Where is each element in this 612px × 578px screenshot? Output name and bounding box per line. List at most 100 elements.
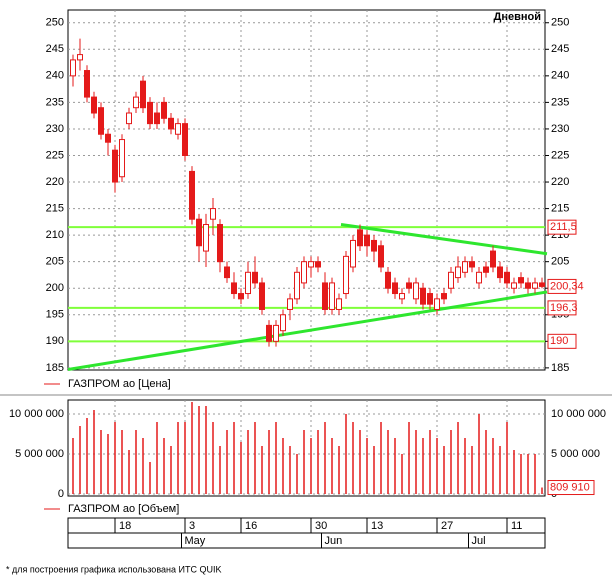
candle-body: [84, 70, 90, 98]
candle-body: [420, 287, 426, 305]
candle-body: [490, 250, 496, 268]
last-price-label-box: [547, 278, 577, 294]
candle-body: [98, 107, 104, 135]
y2-tick-label: 235: [551, 96, 569, 108]
candle-body: [280, 314, 286, 332]
y2-tick-label: 185: [551, 362, 569, 374]
month-label: Jun: [325, 535, 343, 547]
y-tick-label: 250: [46, 17, 64, 29]
y-tick-label: 210: [46, 229, 64, 241]
y2-tick-label: 205: [551, 256, 569, 268]
candle-body: [518, 277, 524, 284]
candle-body: [532, 282, 538, 289]
candle-body: [525, 282, 531, 289]
candle-body: [182, 123, 188, 156]
x-tick-label: 13: [371, 520, 383, 532]
candle-body: [301, 261, 307, 284]
volume-tick-label: 10 000 000: [551, 408, 606, 420]
y-tick-label: 185: [46, 362, 64, 374]
candle-body: [336, 298, 342, 310]
candle-body: [385, 271, 391, 289]
y2-tick-label: 230: [551, 123, 569, 135]
last-price-label: 200,34: [550, 280, 584, 292]
candle-body: [371, 239, 377, 252]
candle-body: [350, 239, 356, 268]
candle-body: [315, 261, 321, 268]
candle-body: [196, 218, 202, 247]
level-label: 211,5: [550, 221, 577, 233]
candle-body: [455, 266, 461, 279]
candle-body: [231, 282, 237, 295]
legend-volume: ГАЗПРОМ ао [Объем]: [68, 503, 179, 515]
y2-tick-label: 240: [551, 70, 569, 82]
candle-body: [119, 139, 125, 178]
candle-body: [469, 261, 475, 268]
x-tick-label: 30: [315, 520, 327, 532]
price-panel: [67, 9, 546, 371]
x-tick-label: 18: [119, 520, 131, 532]
y-tick-label: 215: [46, 202, 64, 214]
candle-body: [154, 112, 160, 125]
x-tick-label: 16: [245, 520, 257, 532]
y-tick-label: 225: [46, 149, 64, 161]
candle-body: [448, 271, 454, 289]
trendline: [67, 290, 548, 371]
candle-body: [238, 293, 244, 300]
candle-body: [392, 282, 398, 295]
candle-body: [399, 293, 405, 300]
candle-body: [434, 298, 440, 310]
y-tick-label: 235: [46, 96, 64, 108]
candle-body: [175, 123, 181, 135]
candle-body: [91, 96, 97, 114]
candle-body: [413, 282, 419, 300]
candle-body: [476, 271, 482, 284]
volume-panel: [67, 399, 546, 497]
y-tick-label: 245: [46, 43, 64, 55]
candle-body: [406, 282, 412, 289]
candle-body: [189, 170, 195, 220]
candle-body: [504, 271, 510, 284]
candle-body: [462, 261, 468, 273]
last-volume-label: 809 910: [550, 481, 590, 493]
candle-body: [483, 266, 489, 273]
candle-body: [308, 261, 314, 268]
candle-body: [245, 271, 251, 295]
volume-tick-label: 5 000 000: [551, 448, 600, 460]
candle-body: [133, 96, 139, 109]
y2-tick-label: 220: [551, 176, 569, 188]
level-label-box: [547, 300, 577, 316]
candle-body: [168, 117, 174, 130]
y2-tick-label: 250: [551, 17, 569, 29]
trendline: [340, 223, 548, 256]
chart-title: Дневной: [494, 11, 542, 23]
candle-body: [77, 54, 83, 61]
candle-body: [259, 282, 265, 310]
x-tick-label: 11: [511, 520, 522, 532]
candle-body: [70, 59, 76, 77]
level-label: 190: [550, 335, 568, 347]
volume-tick-label: 5 000 000: [15, 448, 64, 460]
month-label: Jul: [472, 535, 486, 547]
candle-body: [287, 298, 293, 310]
level-label-box: [547, 219, 577, 235]
candle-body: [217, 224, 223, 263]
candle-body: [378, 245, 384, 268]
candle-body: [441, 293, 447, 300]
candle-body: [203, 224, 209, 252]
volume-tick-label: 10 000 000: [9, 408, 64, 420]
candle-body: [364, 234, 370, 247]
y2-tick-label: 215: [551, 202, 569, 214]
candle-body: [497, 266, 503, 279]
candle-body: [126, 112, 132, 125]
volume-tick-label: 0: [58, 488, 64, 500]
footnote: * для построения графика использована ИТ…: [6, 564, 221, 574]
y-tick-label: 230: [46, 123, 64, 135]
candle-body: [224, 266, 230, 279]
y2-tick-label: 245: [551, 43, 569, 55]
candle-body: [252, 271, 258, 284]
candle-body: [266, 324, 272, 342]
x-tick-label: 27: [441, 520, 453, 532]
candle-body: [112, 149, 118, 183]
y2-tick-label: 225: [551, 149, 569, 161]
